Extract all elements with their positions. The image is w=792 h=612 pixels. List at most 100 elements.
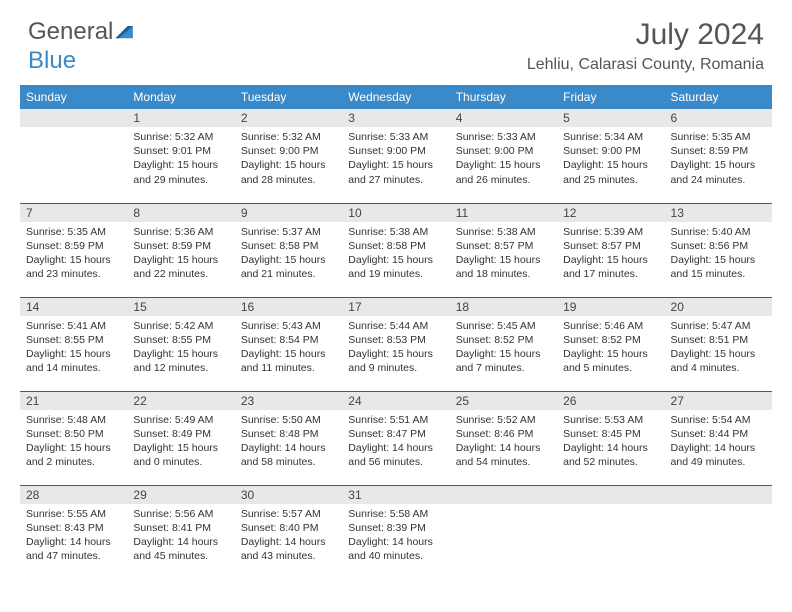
calendar-day-cell: 31Sunrise: 5:58 AMSunset: 8:39 PMDayligh… xyxy=(342,485,449,579)
day-details: Sunrise: 5:38 AMSunset: 8:58 PMDaylight:… xyxy=(342,222,449,286)
month-title: July 2024 xyxy=(527,18,764,52)
calendar-day-cell: 8Sunrise: 5:36 AMSunset: 8:59 PMDaylight… xyxy=(127,203,234,297)
calendar-day-cell: 4Sunrise: 5:33 AMSunset: 9:00 PMDaylight… xyxy=(450,109,557,203)
weekday-saturday: Saturday xyxy=(665,85,772,109)
calendar-day-cell: 9Sunrise: 5:37 AMSunset: 8:58 PMDaylight… xyxy=(235,203,342,297)
day-details: Sunrise: 5:58 AMSunset: 8:39 PMDaylight:… xyxy=(342,504,449,568)
calendar-day-cell: 25Sunrise: 5:52 AMSunset: 8:46 PMDayligh… xyxy=(450,391,557,485)
day-number: 20 xyxy=(665,298,772,316)
day-details: Sunrise: 5:47 AMSunset: 8:51 PMDaylight:… xyxy=(665,316,772,380)
day-number: 24 xyxy=(342,392,449,410)
day-details: Sunrise: 5:38 AMSunset: 8:57 PMDaylight:… xyxy=(450,222,557,286)
day-details: Sunrise: 5:48 AMSunset: 8:50 PMDaylight:… xyxy=(20,410,127,474)
calendar-day-cell: 19Sunrise: 5:46 AMSunset: 8:52 PMDayligh… xyxy=(557,297,664,391)
day-details: Sunrise: 5:51 AMSunset: 8:47 PMDaylight:… xyxy=(342,410,449,474)
day-number: 1 xyxy=(127,109,234,127)
day-number: 18 xyxy=(450,298,557,316)
calendar-week-row: 14Sunrise: 5:41 AMSunset: 8:55 PMDayligh… xyxy=(20,297,772,391)
calendar-day-cell: 16Sunrise: 5:43 AMSunset: 8:54 PMDayligh… xyxy=(235,297,342,391)
weekday-sunday: Sunday xyxy=(20,85,127,109)
calendar-week-row: 28Sunrise: 5:55 AMSunset: 8:43 PMDayligh… xyxy=(20,485,772,579)
day-number: 7 xyxy=(20,204,127,222)
day-number: 27 xyxy=(665,392,772,410)
day-details: Sunrise: 5:37 AMSunset: 8:58 PMDaylight:… xyxy=(235,222,342,286)
calendar-day-cell: 7Sunrise: 5:35 AMSunset: 8:59 PMDaylight… xyxy=(20,203,127,297)
calendar-day-cell: 28Sunrise: 5:55 AMSunset: 8:43 PMDayligh… xyxy=(20,485,127,579)
day-details: Sunrise: 5:39 AMSunset: 8:57 PMDaylight:… xyxy=(557,222,664,286)
day-details: Sunrise: 5:34 AMSunset: 9:00 PMDaylight:… xyxy=(557,127,664,191)
brand-part2: Blue xyxy=(28,47,76,74)
calendar-day-cell: 15Sunrise: 5:42 AMSunset: 8:55 PMDayligh… xyxy=(127,297,234,391)
day-number: 14 xyxy=(20,298,127,316)
day-details: Sunrise: 5:42 AMSunset: 8:55 PMDaylight:… xyxy=(127,316,234,380)
day-details: Sunrise: 5:40 AMSunset: 8:56 PMDaylight:… xyxy=(665,222,772,286)
day-number: 5 xyxy=(557,109,664,127)
day-number: 9 xyxy=(235,204,342,222)
day-number: 15 xyxy=(127,298,234,316)
day-number: 8 xyxy=(127,204,234,222)
day-number-empty xyxy=(450,486,557,504)
day-number: 6 xyxy=(665,109,772,127)
day-number: 28 xyxy=(20,486,127,504)
day-number: 13 xyxy=(665,204,772,222)
calendar-day-cell: 18Sunrise: 5:45 AMSunset: 8:52 PMDayligh… xyxy=(450,297,557,391)
day-details: Sunrise: 5:45 AMSunset: 8:52 PMDaylight:… xyxy=(450,316,557,380)
day-number: 10 xyxy=(342,204,449,222)
day-details: Sunrise: 5:33 AMSunset: 9:00 PMDaylight:… xyxy=(450,127,557,191)
day-details: Sunrise: 5:55 AMSunset: 8:43 PMDaylight:… xyxy=(20,504,127,568)
calendar-week-row: 1Sunrise: 5:32 AMSunset: 9:01 PMDaylight… xyxy=(20,109,772,203)
calendar-table: Sunday Monday Tuesday Wednesday Thursday… xyxy=(20,85,772,579)
day-details: Sunrise: 5:35 AMSunset: 8:59 PMDaylight:… xyxy=(665,127,772,191)
title-block: July 2024 Lehliu, Calarasi County, Roman… xyxy=(527,18,764,74)
day-details: Sunrise: 5:46 AMSunset: 8:52 PMDaylight:… xyxy=(557,316,664,380)
day-number: 11 xyxy=(450,204,557,222)
calendar-day-cell: 6Sunrise: 5:35 AMSunset: 8:59 PMDaylight… xyxy=(665,109,772,203)
calendar-day-cell: 29Sunrise: 5:56 AMSunset: 8:41 PMDayligh… xyxy=(127,485,234,579)
calendar-body: 1Sunrise: 5:32 AMSunset: 9:01 PMDaylight… xyxy=(20,109,772,579)
day-number: 2 xyxy=(235,109,342,127)
day-details: Sunrise: 5:50 AMSunset: 8:48 PMDaylight:… xyxy=(235,410,342,474)
calendar-day-cell: 2Sunrise: 5:32 AMSunset: 9:00 PMDaylight… xyxy=(235,109,342,203)
day-details: Sunrise: 5:35 AMSunset: 8:59 PMDaylight:… xyxy=(20,222,127,286)
calendar-day-cell: 13Sunrise: 5:40 AMSunset: 8:56 PMDayligh… xyxy=(665,203,772,297)
day-details: Sunrise: 5:52 AMSunset: 8:46 PMDaylight:… xyxy=(450,410,557,474)
calendar-day-cell: 22Sunrise: 5:49 AMSunset: 8:49 PMDayligh… xyxy=(127,391,234,485)
weekday-monday: Monday xyxy=(127,85,234,109)
calendar-day-cell: 24Sunrise: 5:51 AMSunset: 8:47 PMDayligh… xyxy=(342,391,449,485)
day-details: Sunrise: 5:49 AMSunset: 8:49 PMDaylight:… xyxy=(127,410,234,474)
day-number: 31 xyxy=(342,486,449,504)
day-number-empty xyxy=(20,109,127,127)
day-details: Sunrise: 5:43 AMSunset: 8:54 PMDaylight:… xyxy=(235,316,342,380)
day-details: Sunrise: 5:33 AMSunset: 9:00 PMDaylight:… xyxy=(342,127,449,191)
day-details: Sunrise: 5:32 AMSunset: 9:00 PMDaylight:… xyxy=(235,127,342,191)
calendar-day-cell: 26Sunrise: 5:53 AMSunset: 8:45 PMDayligh… xyxy=(557,391,664,485)
calendar-day-cell: 17Sunrise: 5:44 AMSunset: 8:53 PMDayligh… xyxy=(342,297,449,391)
day-number: 22 xyxy=(127,392,234,410)
calendar-day-cell: 21Sunrise: 5:48 AMSunset: 8:50 PMDayligh… xyxy=(20,391,127,485)
calendar-week-row: 7Sunrise: 5:35 AMSunset: 8:59 PMDaylight… xyxy=(20,203,772,297)
weekday-tuesday: Tuesday xyxy=(235,85,342,109)
calendar-day-cell: 3Sunrise: 5:33 AMSunset: 9:00 PMDaylight… xyxy=(342,109,449,203)
calendar-day-cell xyxy=(450,485,557,579)
location-text: Lehliu, Calarasi County, Romania xyxy=(527,56,764,74)
calendar-day-cell xyxy=(557,485,664,579)
day-number: 4 xyxy=(450,109,557,127)
day-details: Sunrise: 5:44 AMSunset: 8:53 PMDaylight:… xyxy=(342,316,449,380)
weekday-thursday: Thursday xyxy=(450,85,557,109)
day-number: 26 xyxy=(557,392,664,410)
weekday-header-row: Sunday Monday Tuesday Wednesday Thursday… xyxy=(20,85,772,109)
header: GeneralBlue July 2024 Lehliu, Calarasi C… xyxy=(0,0,792,79)
day-number: 19 xyxy=(557,298,664,316)
brand-logo: GeneralBlue xyxy=(28,18,135,75)
day-number: 30 xyxy=(235,486,342,504)
day-number: 23 xyxy=(235,392,342,410)
calendar-day-cell: 14Sunrise: 5:41 AMSunset: 8:55 PMDayligh… xyxy=(20,297,127,391)
day-details: Sunrise: 5:53 AMSunset: 8:45 PMDaylight:… xyxy=(557,410,664,474)
weekday-wednesday: Wednesday xyxy=(342,85,449,109)
day-details: Sunrise: 5:56 AMSunset: 8:41 PMDaylight:… xyxy=(127,504,234,568)
day-number: 12 xyxy=(557,204,664,222)
calendar-day-cell: 12Sunrise: 5:39 AMSunset: 8:57 PMDayligh… xyxy=(557,203,664,297)
day-number-empty xyxy=(557,486,664,504)
day-details: Sunrise: 5:57 AMSunset: 8:40 PMDaylight:… xyxy=(235,504,342,568)
day-number: 29 xyxy=(127,486,234,504)
